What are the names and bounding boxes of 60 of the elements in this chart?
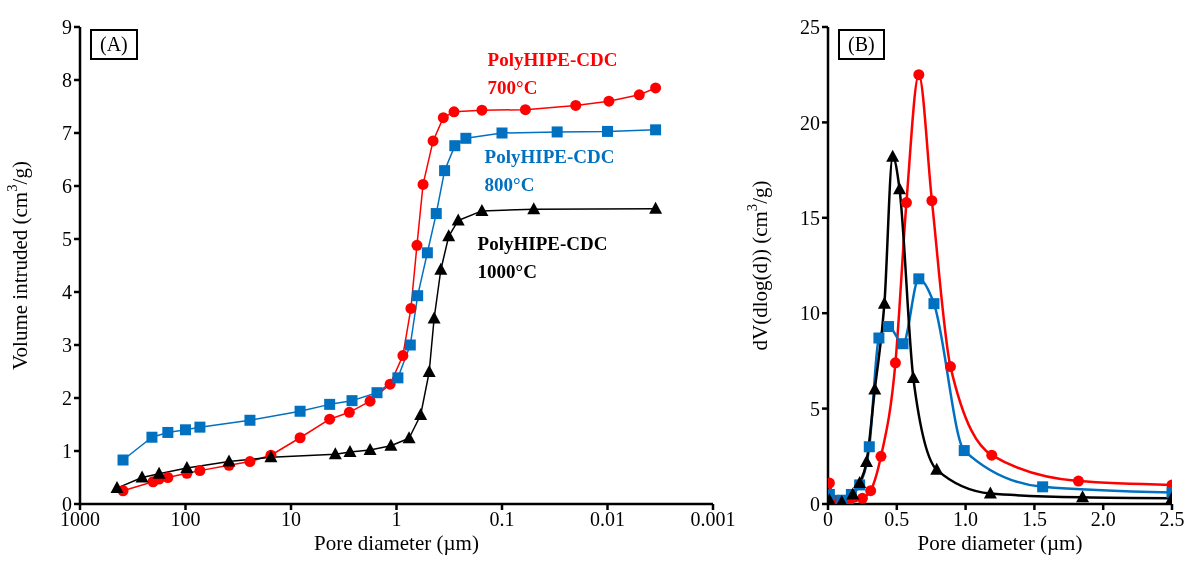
point: [883, 321, 895, 333]
y-tick-label: 25: [800, 16, 820, 39]
x-axis-title: Pore diameter (µm): [314, 531, 479, 555]
x-tick-label: 2.0: [1090, 508, 1116, 531]
x-tick-label: 1.5: [1021, 508, 1047, 531]
point: [868, 382, 882, 395]
point: [930, 462, 944, 475]
x-tick-label: 0.1: [489, 508, 515, 531]
y-tick-label: 0: [810, 493, 820, 516]
point: [900, 197, 912, 209]
y-tick-label: 3: [62, 334, 72, 357]
point: [913, 69, 925, 81]
point: [944, 361, 956, 373]
x-tick-label: 0.001: [690, 508, 736, 531]
annotation: (A): [90, 29, 138, 60]
x-axis-title: Pore diameter (µm): [917, 531, 1083, 555]
x-tick-label: 1: [391, 508, 402, 531]
y-tick-label: 5: [810, 397, 820, 420]
y-tick-label: 5: [62, 228, 72, 251]
point: [928, 298, 940, 310]
x-tick-label: 1.0: [953, 508, 979, 531]
y-tick-label: 1: [62, 440, 72, 463]
y-tick-label: 2: [62, 387, 72, 410]
point: [865, 485, 877, 497]
point: [893, 182, 907, 195]
point: [877, 296, 891, 309]
y-tick-label: 8: [62, 69, 72, 92]
point: [897, 338, 909, 350]
point: [906, 371, 920, 384]
x-tick-label: 2.5: [1159, 508, 1185, 531]
series-label: PolyHIPE-CDC 800°C: [484, 145, 615, 195]
point: [873, 332, 885, 344]
point: [986, 449, 998, 461]
series-label: PolyHIPE-CDC 700°C: [487, 48, 618, 98]
point: [889, 357, 901, 369]
y-tick-label: 9: [62, 16, 72, 39]
series-label: PolyHIPE-CDC 1000°C: [477, 232, 608, 282]
point: [1072, 475, 1084, 487]
x-tick-label: 10: [281, 508, 301, 531]
point: [926, 195, 938, 207]
point: [913, 273, 925, 285]
point: [863, 441, 875, 453]
point: [875, 450, 887, 462]
point: [983, 486, 997, 499]
point: [860, 455, 874, 468]
annotation: (B): [838, 29, 885, 60]
point: [1037, 481, 1049, 493]
x-tick-label: 0.5: [884, 508, 910, 531]
point: [1076, 490, 1090, 503]
y-tick-label: 10: [800, 302, 820, 325]
point: [886, 149, 900, 162]
x-tick-label: 0.01: [590, 508, 625, 531]
y-tick-label: 4: [62, 281, 72, 304]
point: [958, 445, 970, 457]
y-tick-label: 7: [62, 122, 72, 145]
y-tick-label: 15: [800, 206, 820, 229]
x-tick-label: 100: [170, 508, 201, 531]
y-tick-label: 20: [800, 111, 820, 134]
y-tick-label: 6: [62, 175, 72, 198]
point: [856, 492, 868, 504]
